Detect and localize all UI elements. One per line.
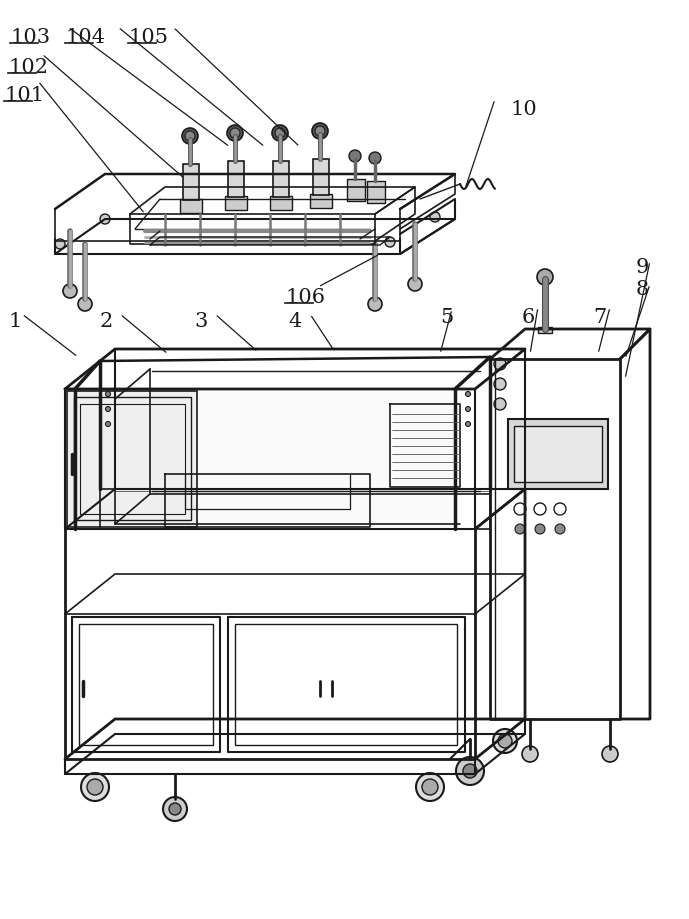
Circle shape [275, 129, 285, 139]
Circle shape [55, 240, 65, 250]
Text: 7: 7 [593, 308, 606, 326]
Polygon shape [76, 391, 454, 528]
Bar [347, 180, 365, 202]
Text: 2: 2 [100, 312, 113, 331]
Circle shape [163, 797, 187, 821]
Text: 3: 3 [194, 312, 207, 331]
Text: 102: 102 [8, 58, 48, 77]
Circle shape [408, 278, 422, 291]
Bar [508, 420, 608, 490]
Text: 8: 8 [636, 279, 649, 299]
Bar [310, 195, 332, 209]
Circle shape [81, 773, 109, 801]
Circle shape [105, 392, 110, 397]
Text: 4: 4 [288, 312, 301, 331]
Circle shape [312, 124, 328, 140]
Text: 1: 1 [8, 312, 21, 331]
Bar [67, 391, 197, 528]
Circle shape [369, 153, 381, 165]
Circle shape [385, 238, 395, 248]
Circle shape [182, 129, 198, 145]
Bar [80, 404, 185, 515]
Circle shape [463, 765, 477, 778]
Circle shape [105, 407, 110, 412]
Bar [273, 162, 289, 198]
Bar [79, 624, 213, 745]
Circle shape [349, 151, 361, 163]
Circle shape [535, 525, 545, 535]
Circle shape [537, 269, 553, 286]
Circle shape [494, 379, 506, 391]
Circle shape [230, 129, 240, 139]
Circle shape [272, 126, 288, 142]
Text: 9: 9 [636, 257, 649, 277]
Bar [235, 624, 457, 745]
Text: 105: 105 [128, 28, 168, 47]
Circle shape [185, 131, 195, 142]
Circle shape [87, 779, 103, 795]
Text: 10: 10 [510, 100, 537, 119]
Circle shape [522, 746, 538, 762]
Circle shape [555, 525, 565, 535]
Circle shape [602, 746, 618, 762]
Text: 103: 103 [10, 28, 50, 47]
Circle shape [430, 213, 440, 222]
Circle shape [498, 734, 512, 748]
Circle shape [78, 298, 92, 312]
Circle shape [227, 126, 243, 142]
Circle shape [466, 407, 471, 412]
Circle shape [169, 803, 181, 815]
Circle shape [368, 298, 382, 312]
Bar [367, 182, 385, 204]
Circle shape [100, 215, 110, 225]
Text: 106: 106 [285, 288, 325, 307]
Circle shape [493, 729, 517, 754]
Circle shape [315, 127, 325, 137]
Bar [270, 197, 292, 210]
Bar [180, 199, 202, 214]
Text: 6: 6 [522, 308, 535, 326]
Circle shape [515, 525, 525, 535]
Circle shape [456, 757, 484, 785]
Circle shape [422, 779, 438, 795]
Bar [514, 426, 602, 482]
Circle shape [105, 422, 110, 427]
Circle shape [63, 285, 77, 299]
Text: 5: 5 [440, 308, 453, 326]
Bar [183, 165, 199, 200]
Bar [225, 197, 247, 210]
Bar [228, 162, 244, 198]
Circle shape [494, 358, 506, 370]
Circle shape [494, 399, 506, 411]
Bar [74, 398, 191, 520]
Circle shape [466, 422, 471, 427]
Circle shape [466, 392, 471, 397]
Bar [538, 328, 552, 334]
Bar [313, 160, 329, 196]
Text: 101: 101 [4, 85, 44, 105]
Text: 104: 104 [65, 28, 105, 47]
Circle shape [416, 773, 444, 801]
